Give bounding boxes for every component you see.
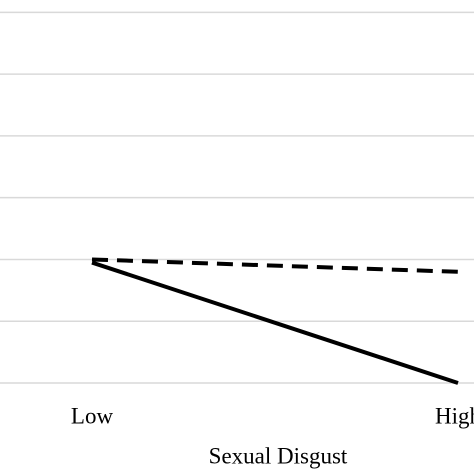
line-series (91, 257, 459, 274)
line-series (91, 260, 459, 385)
x-axis-label: Sexual Disgust (209, 443, 348, 468)
x-tick-label: High (435, 403, 474, 428)
x-tick-label: Low (71, 403, 114, 428)
